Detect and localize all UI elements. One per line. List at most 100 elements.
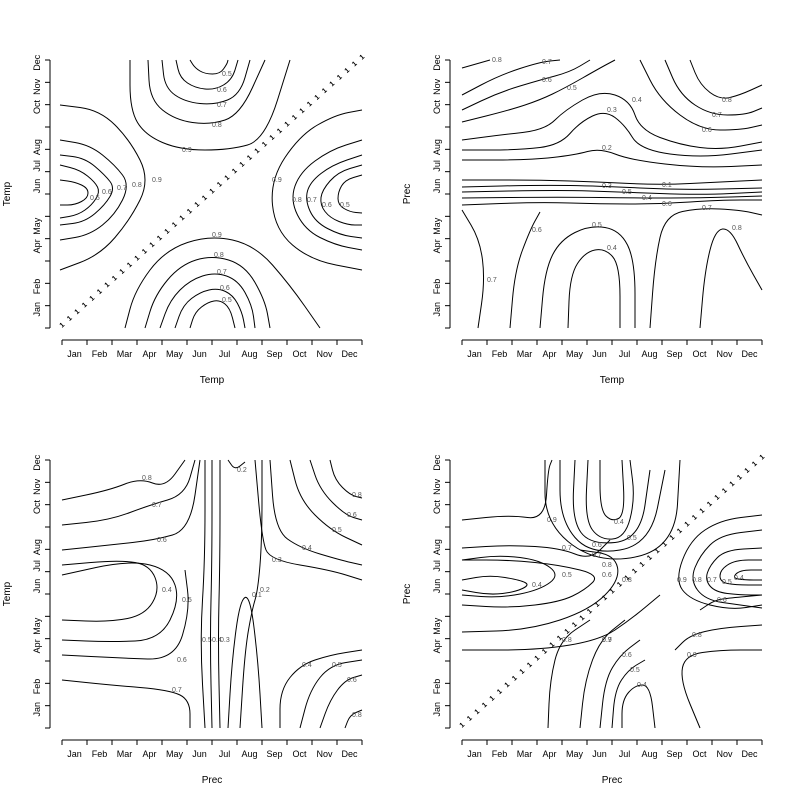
x-tick-label: May: [166, 749, 184, 759]
panel-2: 0.8 0.7 0.6 0.5 0.4 0.3 0.2 0.1 0.3 0.5 0.4 0.6 0.7 0…: [402, 54, 763, 386]
x-tick-label: Nov: [716, 349, 733, 359]
contour-line: [664, 59, 763, 116]
contour-line: [59, 154, 113, 226]
contour-label: 0.5: [222, 71, 232, 78]
contour-line: [269, 459, 363, 566]
diagonal-label: 1: [489, 695, 497, 703]
x-tick-label: Jun: [192, 349, 207, 359]
contour-label: 0.3: [607, 107, 617, 114]
diagonal-label: 1: [639, 561, 647, 569]
diagonal-label: 1: [571, 621, 579, 629]
contour-line: [59, 104, 146, 271]
diagonal-label: 1: [654, 547, 662, 555]
y-tick-label: Aug: [432, 139, 442, 155]
panel-1: 0.90.80.70.60.50.90.80.70.60.50.90.8 0.70…: [2, 54, 366, 386]
y-tick-label: Apr: [32, 639, 42, 653]
contour-line: [678, 514, 763, 609]
x-tick-label: Jun: [592, 749, 607, 759]
panel-3: 0.80.70.60.40.50.60.70.5 0.40.30.20.10.20…: [2, 454, 363, 786]
y-tick-label: Oct: [432, 499, 442, 514]
contour-line: [699, 228, 763, 329]
contour-label: 0.7: [592, 552, 602, 559]
diagonal-label: 1: [224, 174, 232, 182]
diagonal-label: 1: [586, 608, 594, 616]
contour-label: 0.8: [132, 182, 142, 189]
diagonal-label: 1: [474, 708, 482, 716]
contour-label: 0.9: [687, 652, 697, 659]
y-tick-label: Nov: [32, 478, 42, 495]
contour-line: [559, 460, 666, 552]
y-tick-label: Oct: [432, 99, 442, 114]
contour-line: [159, 273, 256, 329]
x-tick-label: Oct: [692, 349, 707, 359]
contour-label: 0.4: [632, 97, 642, 104]
contour-line: [461, 195, 763, 199]
y-tick-label: May: [32, 617, 42, 635]
diagonal-label: 1: [676, 527, 684, 535]
diagonal-label: 1: [466, 715, 474, 723]
x-tick-label: Jun: [192, 749, 207, 759]
contour-line: [461, 559, 596, 608]
contour-line: [461, 92, 763, 149]
contour-label: 0.9: [212, 232, 222, 239]
contour-label: 0.5: [630, 667, 640, 674]
diagonal-label: 1: [759, 454, 767, 462]
contour-line: [689, 59, 763, 99]
panel-4: 0.90.70.50.40.60.80.90.50.40.60.70.80.9 0…: [402, 454, 766, 786]
y-tick-label: Nov: [32, 78, 42, 95]
contour-label: 0.9: [152, 177, 162, 184]
diagonal-label: 1: [511, 675, 519, 683]
x-tick-label: Apr: [542, 349, 556, 359]
x-tick-label: Nov: [316, 749, 333, 759]
x-tick-label: May: [166, 349, 184, 359]
contour-line: [461, 59, 591, 111]
contour-line: [544, 459, 681, 560]
y-tick-label: Oct: [32, 499, 42, 514]
diagonal-label: 1: [631, 568, 639, 576]
y-tick-label: Nov: [432, 478, 442, 495]
contour-label: 0.9: [182, 147, 192, 154]
contour-label: 0.8: [622, 577, 632, 584]
y-tick-label: Aug: [32, 139, 42, 155]
diagonal-label: 1: [194, 201, 202, 209]
y-tick-label: Feb: [432, 679, 442, 695]
contour-label: 0.8: [352, 712, 362, 719]
x-tick-label: Sep: [666, 749, 682, 759]
contour-line: [306, 154, 363, 239]
x-tick-label: Sep: [266, 749, 282, 759]
contour-label: 0.5: [182, 597, 192, 604]
y-tick-label: Apr: [432, 239, 442, 253]
contour-line: [161, 59, 251, 105]
contour-label: 0.4: [637, 682, 647, 689]
diagonal-label: 1: [89, 295, 97, 303]
diagonal-label: 1: [534, 655, 542, 663]
contour-line: [279, 649, 363, 728]
contour-line: [621, 684, 656, 729]
contour-label: 0.6: [177, 657, 187, 664]
diagonal-label: 1: [691, 514, 699, 522]
contour-label: 0.6: [662, 201, 672, 208]
contour-label: 0.8: [492, 57, 502, 64]
contour-label: 0.1: [662, 182, 672, 189]
diagonal-label: 1: [74, 308, 82, 316]
diagonal-label: 1: [186, 208, 194, 216]
contour-label: 0.6: [532, 227, 542, 234]
contour-line: [59, 164, 99, 219]
y-tick-label: Dec: [432, 54, 442, 71]
diagonal-label: 1: [299, 107, 307, 115]
diagonal-label: 1: [541, 648, 549, 656]
x-tick-label: Jan: [67, 349, 82, 359]
diagonal-label: 1: [59, 322, 67, 330]
diagonal-label: 1: [111, 275, 119, 283]
contour-line: [175, 59, 239, 90]
x-tick-label: Aug: [241, 749, 257, 759]
contour-line: [461, 190, 763, 195]
diagonal-label: 1: [306, 101, 314, 109]
contour-line: [461, 59, 491, 69]
x-tick-label: Mar: [117, 749, 133, 759]
contour-label: 0.5: [722, 579, 732, 586]
x-tick-label: May: [566, 349, 584, 359]
diagonal-label: 1: [519, 668, 527, 676]
contour-label: 0.5: [340, 202, 350, 209]
